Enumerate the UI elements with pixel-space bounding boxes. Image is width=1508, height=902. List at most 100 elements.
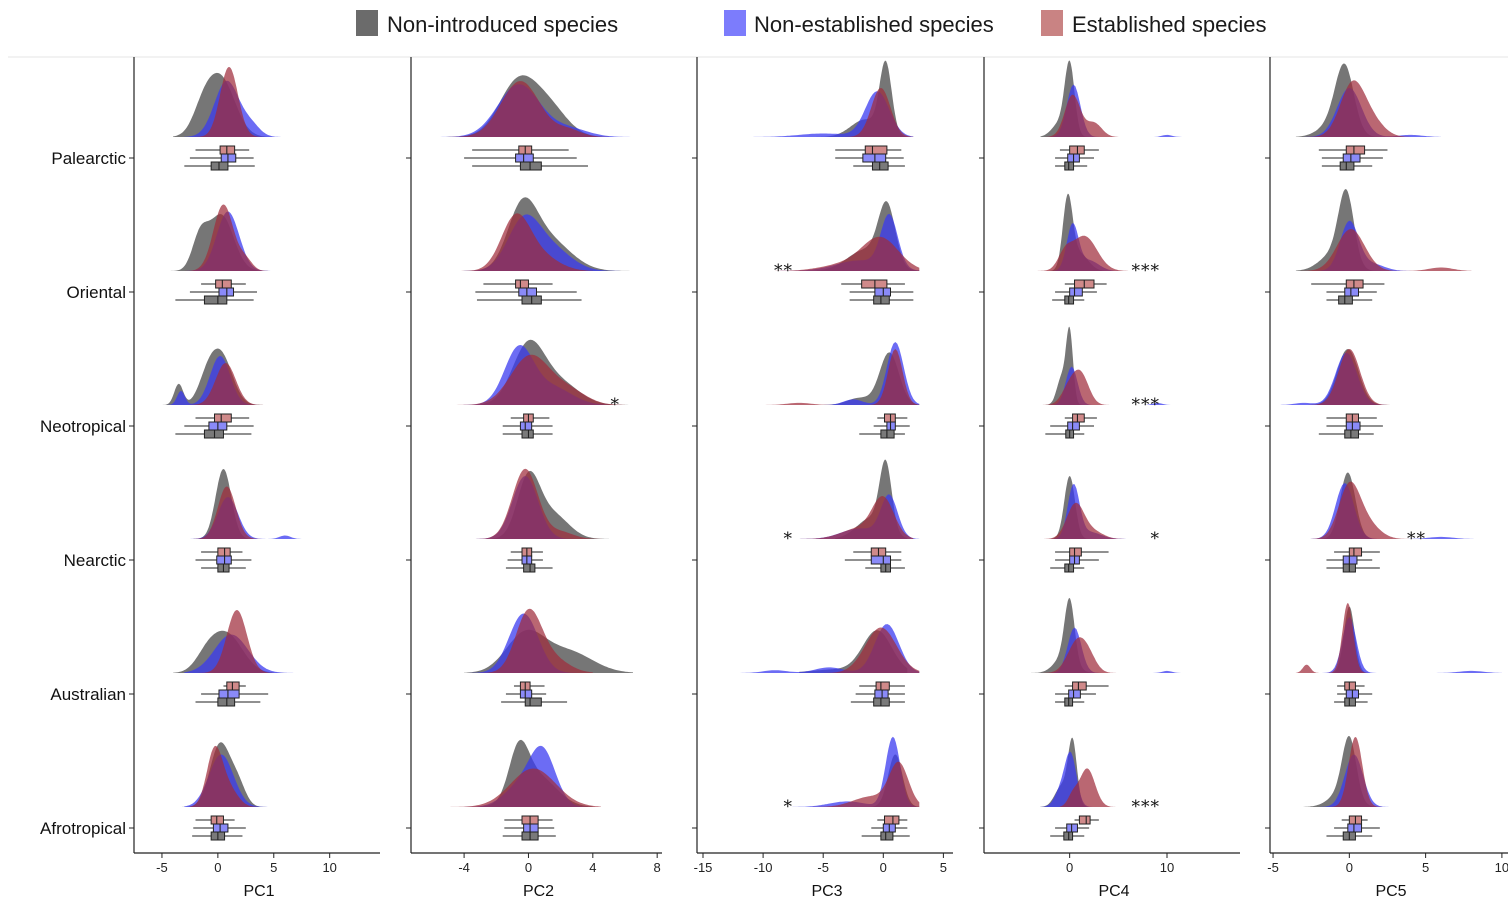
pc2-australian-boxplot-non-established-species	[505, 689, 547, 699]
pc2-x-tick-label: -4	[458, 860, 470, 875]
boxplot-box	[1345, 421, 1361, 431]
pc2-neotropical-boxplot-non-established-species	[502, 421, 553, 431]
pc3-afrotropical-boxplot-non-established-species	[871, 823, 908, 833]
pc2-nearctic-density-established-species	[464, 468, 609, 539]
boxplot-box	[519, 161, 542, 171]
boxplot-box	[870, 555, 892, 565]
boxplot-box	[212, 823, 229, 833]
boxplot-box	[226, 681, 240, 691]
boxplot-box	[886, 421, 896, 431]
panel-pc2: -4 0 4 8 PC2 *	[406, 57, 662, 900]
pc5-australian-boxplot-established-species	[1337, 681, 1365, 691]
pc1-axis-title: PC1	[243, 883, 274, 900]
pc1-row-australian: Australian	[50, 610, 297, 707]
pc1-oriental-boxplot-non-introduced-species	[175, 295, 254, 305]
pc3-x-tick-label: 0	[880, 860, 887, 875]
pc4-nearctic-significance: *	[1151, 529, 1161, 549]
boxplot-box	[1067, 421, 1080, 431]
pc3-afrotropical-density-established-species	[811, 761, 920, 807]
pc4-nearctic-boxplot-established-species	[1055, 547, 1109, 557]
pc4-australian-boxplot-non-established-species	[1055, 689, 1096, 699]
region-label-afrotropical: Afrotropical	[40, 819, 126, 838]
pc2-nearctic-boxplot-non-introduced-species	[505, 563, 553, 573]
pc5-oriental-boxplot-non-introduced-species	[1326, 295, 1373, 305]
pc5-x-tick-label: 10	[1495, 860, 1508, 875]
boxplot-box	[210, 161, 229, 171]
boxplot-box	[873, 295, 890, 305]
pc1-nearctic-density-established-species	[189, 486, 263, 539]
pc5-afrotropical-boxplot-non-introduced-species	[1326, 831, 1373, 841]
pc2-nearctic-boxplot-non-established-species	[507, 555, 543, 565]
boxplot-box	[873, 697, 890, 707]
boxplot-box	[216, 555, 232, 565]
pc3-nearctic-boxplot-non-established-species	[844, 555, 902, 565]
legend-label-non-established: Non-established species	[754, 12, 994, 37]
pc2-oriental-boxplot-established-species	[483, 279, 553, 289]
pc2-oriental-boxplot-non-introduced-species	[476, 295, 582, 305]
pc3-oriental-density-established-species	[775, 236, 920, 271]
boxplot-box	[515, 279, 529, 289]
boxplot-box	[524, 697, 542, 707]
pc5-row-nearctic: **	[1265, 472, 1487, 573]
pc3-x-tick-label: -5	[817, 860, 829, 875]
pc1-x-tick-label: 0	[214, 860, 221, 875]
pc1-palearctic-density-established-species	[189, 67, 269, 137]
pc3-australian-boxplot-established-species	[859, 681, 905, 691]
boxplot-box	[1069, 547, 1082, 557]
pc3-nearctic-boxplot-established-species	[853, 547, 902, 557]
pc1-palearctic-boxplot-non-established-species	[189, 153, 254, 163]
pc1-neotropical-boxplot-established-species	[195, 413, 250, 423]
pc3-nearctic-boxplot-non-introduced-species	[865, 563, 905, 573]
pc2-australian-density-established-species	[464, 608, 593, 673]
boxplot-box	[1344, 429, 1359, 439]
pc3-row-nearctic: *	[692, 459, 920, 573]
pc1-palearctic-boxplot-established-species	[195, 145, 250, 155]
pc3-palearctic-boxplot-non-established-species	[835, 153, 904, 163]
boxplot-box	[862, 153, 887, 163]
pc2-oriental-density-non-established-species	[423, 214, 658, 271]
pc5-row-afrotropical	[1265, 736, 1411, 841]
pc2-neotropical-boxplot-established-species	[510, 413, 550, 423]
pc5-afrotropical-boxplot-non-established-species	[1334, 823, 1380, 833]
pc3-row-neotropical	[692, 342, 920, 439]
boxplot-box	[1348, 547, 1363, 557]
pc4-australian-density-established-species	[1040, 637, 1129, 673]
pc2-x-tick-label: 4	[589, 860, 596, 875]
pc5-palearctic-density-established-species	[1303, 80, 1411, 137]
pc2-palearctic-density-established-species	[448, 81, 609, 137]
pc5-nearctic-significance: **	[1407, 529, 1426, 549]
pc5-nearctic-boxplot-non-established-species	[1326, 555, 1373, 565]
pc3-nearctic-density-established-species	[775, 496, 914, 539]
pc2-x-tick-label: 0	[525, 860, 532, 875]
pc4-australian-boxplot-established-species	[1064, 681, 1109, 691]
pc2-palearctic-boxplot-non-established-species	[464, 153, 577, 163]
pc4-axis-title: PC4	[1098, 883, 1129, 900]
pc2-row-australian	[406, 608, 633, 707]
pc3-neotropical-boxplot-non-established-species	[873, 421, 910, 431]
boxplot-box	[519, 421, 533, 431]
pc3-x-tick-label: -15	[694, 860, 713, 875]
pc4-x-tick-label: 10	[1160, 860, 1174, 875]
boxplot-box	[864, 145, 888, 155]
pc5-afrotropical-density-established-species	[1326, 737, 1388, 807]
boxplot-box	[1344, 681, 1356, 691]
pc1-row-afrotropical: Afrotropical	[40, 742, 274, 841]
pc3-neotropical-density-non-introduced-species	[739, 352, 920, 405]
pc4-neotropical-density-non-established-species	[1011, 366, 1187, 405]
pc1-row-neotropical: Neotropical	[40, 348, 274, 439]
pc2-neotropical-boxplot-non-introduced-species	[502, 429, 553, 439]
pc1-palearctic-boxplot-non-introduced-species	[184, 161, 255, 171]
pc1-nearctic-boxplot-established-species	[201, 547, 243, 557]
pc4-afrotropical-density-established-species	[1059, 768, 1119, 807]
pc5-palearctic-boxplot-established-species	[1318, 145, 1388, 155]
pc4-palearctic-boxplot-non-established-species	[1055, 153, 1094, 163]
pc3-australian-boxplot-non-introduced-species	[850, 697, 905, 707]
pc2-x-tick-label: 8	[654, 860, 661, 875]
boxplot-box	[519, 689, 533, 699]
boxplot-box	[203, 429, 224, 439]
pc1-afrotropical-boxplot-established-species	[195, 815, 235, 825]
boxplot-box	[217, 697, 236, 707]
boxplot-box	[1072, 413, 1085, 423]
pc4-row-oriental: ***	[979, 193, 1159, 305]
region-label-oriental: Oriental	[66, 283, 126, 302]
